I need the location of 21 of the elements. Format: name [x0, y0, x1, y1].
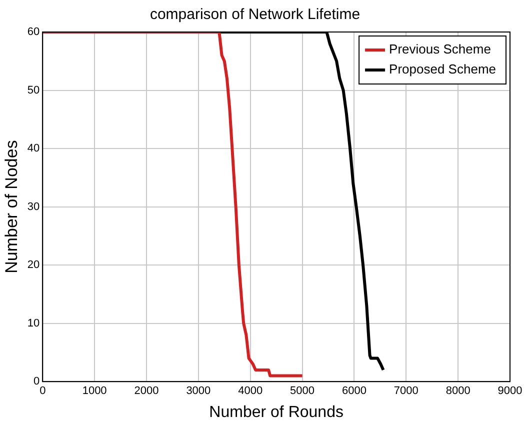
y-tick-label: 60 [27, 26, 40, 38]
x-tick-label: 6000 [342, 385, 366, 398]
chart-title: comparison of Network Lifetime [150, 6, 360, 24]
legend-label: Previous Scheme [389, 42, 491, 57]
x-axis-title: Number of Rounds [209, 404, 344, 421]
x-tick-label: 2000 [134, 385, 159, 398]
y-tick-label: 30 [27, 200, 40, 213]
y-tick-label: 0 [34, 376, 40, 388]
x-tick-label: 3000 [186, 385, 211, 398]
x-tick-label: 8000 [446, 385, 470, 398]
x-tick-label: 1000 [82, 385, 107, 398]
y-tick-label: 50 [27, 84, 40, 96]
x-tick-label: 7000 [394, 385, 418, 398]
x-tick-label: 9000 [498, 385, 522, 398]
y-tick-label: 10 [27, 317, 40, 330]
y-axis-title: Number of Nodes [2, 140, 21, 274]
legend-label: Proposed Scheme [389, 62, 496, 77]
x-tick-label: 5000 [290, 385, 315, 398]
x-tick-label: 4000 [238, 385, 263, 398]
y-tick-label: 20 [27, 259, 40, 272]
y-tick-label: 40 [27, 142, 40, 155]
